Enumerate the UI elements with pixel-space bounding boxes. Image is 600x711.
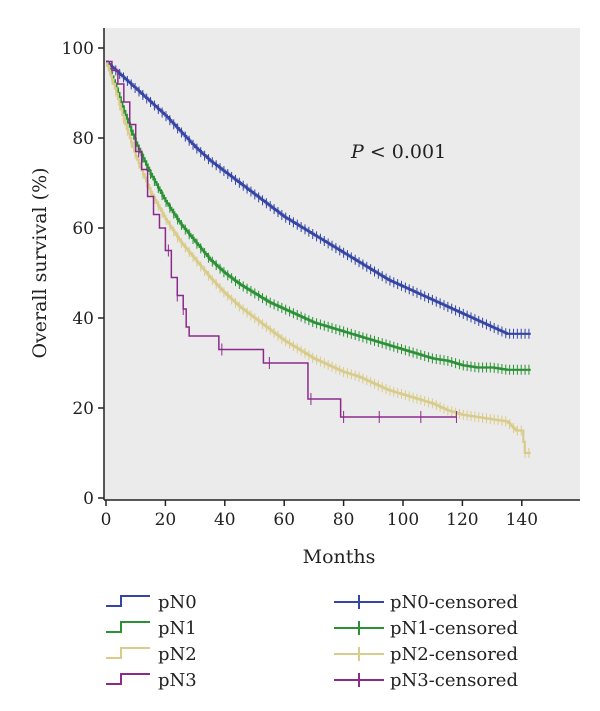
series-pn3: [106, 60, 457, 423]
legend-swatch-pn0: [106, 595, 150, 607]
y-tick-label: 100: [62, 39, 94, 59]
legend-label-pn3: pN3: [158, 670, 197, 691]
legend-item-pn2: pN2: [106, 644, 197, 665]
x-tick-label: 20: [155, 510, 177, 530]
legend-item-pn0: pN0: [106, 592, 197, 613]
legend-swatch-pn1: [106, 621, 150, 633]
p-value-annotation: P < 0.001: [350, 141, 446, 163]
x-tick-label: 0: [101, 510, 112, 530]
legend-item-pn2-censored: pN2-censored: [334, 644, 518, 665]
legend-item-pn0-censored: pN0-censored: [334, 592, 518, 613]
x-tick-label: 120: [446, 510, 478, 530]
y-tick-label: 60: [72, 219, 94, 239]
y-tick-label: 80: [72, 129, 94, 149]
legend-label-pn2-censored: pN2-censored: [390, 644, 518, 665]
series-pn2: [106, 60, 531, 458]
x-axis-title: Months: [303, 546, 376, 568]
legend-item-pn1: pN1: [106, 618, 197, 639]
legend-item-pn3-censored: pN3-censored: [334, 670, 518, 691]
legend: pN0 pN0-censored pN1 pN1-censored pN2 pN2-cen…: [106, 592, 518, 691]
legend-item-pn1-censored: pN1-censored: [334, 618, 518, 639]
p-value-rest: < 0.001: [364, 141, 446, 163]
legend-label-pn3-censored: pN3-censored: [390, 670, 518, 691]
x-tick-label: 140: [506, 510, 538, 530]
x-tick-label: 100: [387, 510, 419, 530]
axes-layer: 0 20 40 60 80 100 0 20 40 60 80 100 120 140: [62, 28, 580, 530]
y-tick-label: 0: [83, 489, 94, 509]
y-axis-title: Overall survival (%): [29, 167, 51, 358]
pn3-curve: [106, 60, 457, 418]
legend-label-pn0: pN0: [158, 592, 197, 613]
series-pn1: [106, 60, 531, 375]
legend-item-pn3: pN3: [106, 670, 197, 691]
y-tick-label: 20: [72, 399, 94, 419]
legend-swatch-pn2: [106, 647, 150, 659]
legend-label-pn2: pN2: [158, 644, 197, 665]
pn2-curve: [106, 60, 531, 455]
legend-label-pn1-censored: pN1-censored: [390, 618, 518, 639]
y-tick-label: 40: [72, 309, 94, 329]
curves-layer: [106, 60, 531, 458]
legend-swatch-pn3: [106, 673, 150, 685]
x-tick-label: 60: [273, 510, 295, 530]
plot-background: [104, 28, 580, 500]
p-value-italic: P: [350, 141, 365, 163]
x-tick-label: 40: [214, 510, 236, 530]
legend-label-pn0-censored: pN0-censored: [390, 592, 518, 613]
series-pn0: [106, 60, 531, 339]
pn1-curve: [106, 60, 531, 371]
x-tick-label: 80: [333, 510, 355, 530]
legend-label-pn1: pN1: [158, 618, 197, 639]
